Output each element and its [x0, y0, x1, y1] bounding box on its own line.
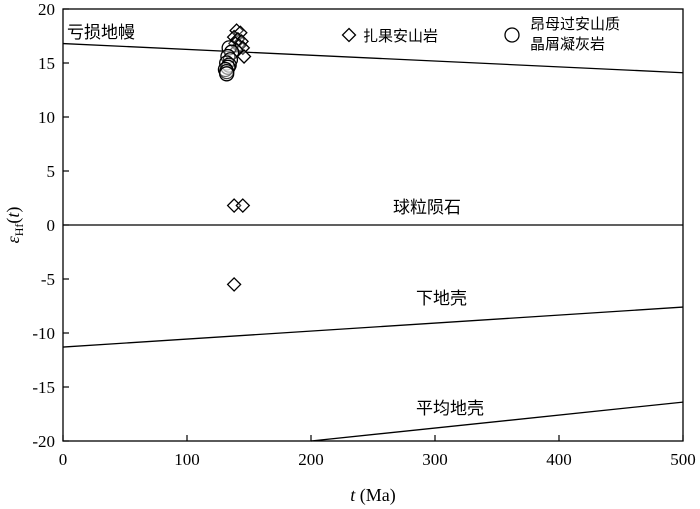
ticks: 0 100 200 300 400 500 -20 -15 -10 -5 0 5 10 15 20 [32, 0, 695, 469]
legend-label: 晶屑凝灰岩 [530, 35, 605, 53]
y-tick-label: 20 [38, 0, 55, 19]
reference-line-label: 平均地壳 [416, 399, 484, 419]
y-tick-label: -15 [32, 378, 55, 397]
reference-line [62, 42, 684, 74]
circle-point [504, 27, 520, 43]
y-tick-label: 15 [38, 54, 55, 73]
x-axis-title: t (Ma) [350, 485, 396, 506]
y-tick-label: -5 [41, 270, 55, 289]
x-tick-label: 400 [546, 450, 572, 469]
data-points [217, 23, 252, 292]
y-tick-label: 10 [38, 108, 55, 127]
legend-label: 扎果安山岩 [363, 27, 438, 45]
x-tick-label: 500 [670, 450, 696, 469]
y-axis-title: εHf(t) [3, 207, 26, 244]
diamond-point [235, 198, 251, 213]
diamond-point [226, 276, 242, 292]
axis-titles: t (Ma) εHf(t) [3, 207, 396, 506]
reference-line [310, 401, 684, 442]
y-tick-label: 5 [47, 162, 56, 181]
y-tick-label: -10 [32, 324, 55, 343]
x-tick-label: 100 [174, 450, 200, 469]
reference-line-label: 下地壳 [416, 289, 467, 309]
reference-line [62, 306, 684, 348]
reference-line-label: 亏损地幔 [67, 23, 135, 43]
diamond-point [236, 49, 252, 64]
x-tick-label: 300 [422, 450, 448, 469]
x-tick-label: 0 [59, 450, 68, 469]
legend-label: 昂母过安山质 [530, 15, 620, 33]
y-tick-label: -20 [32, 432, 55, 451]
circle-point [219, 66, 235, 82]
reference-line-label: 球粒陨石 [393, 198, 461, 218]
diamond-point [341, 27, 357, 43]
y-tick-label: 0 [47, 216, 56, 235]
x-tick-label: 200 [298, 450, 324, 469]
